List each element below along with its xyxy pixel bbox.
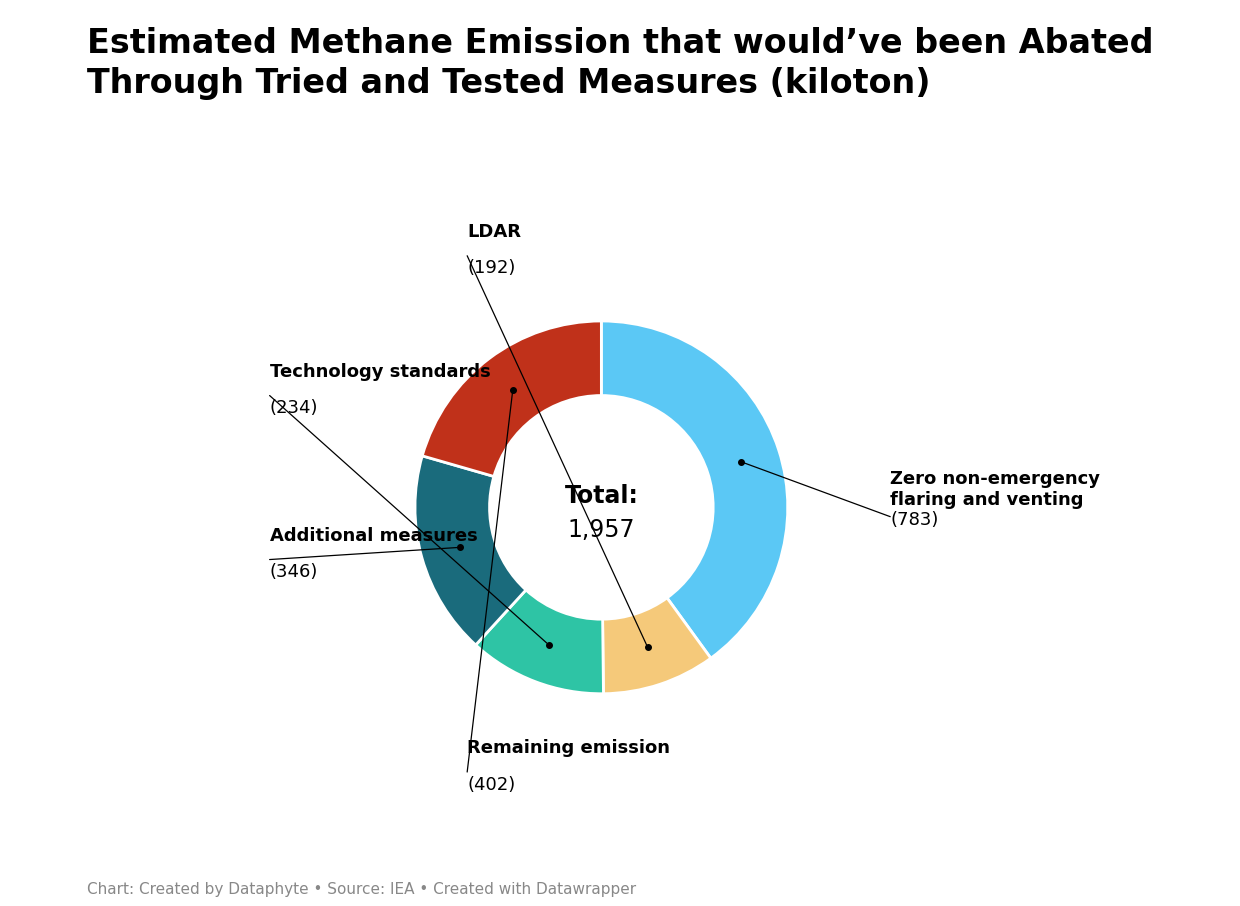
Wedge shape: [603, 598, 711, 694]
Wedge shape: [415, 456, 526, 645]
Text: flaring and venting: flaring and venting: [890, 491, 1084, 509]
Text: Total:: Total:: [564, 484, 639, 508]
Text: Estimated Methane Emission that would’ve been Abated
Through Tried and Tested Me: Estimated Methane Emission that would’ve…: [87, 27, 1153, 100]
Wedge shape: [476, 590, 604, 694]
Text: (346): (346): [269, 564, 317, 582]
Text: LDAR: LDAR: [467, 223, 521, 241]
Text: 1,957: 1,957: [568, 517, 635, 542]
Wedge shape: [423, 321, 601, 477]
Text: (234): (234): [269, 400, 319, 418]
Text: Additional measures: Additional measures: [269, 526, 477, 545]
Text: Chart: Created by Dataphyte • Source: IEA • Created with Datawrapper: Chart: Created by Dataphyte • Source: IE…: [87, 882, 636, 897]
Text: Remaining emission: Remaining emission: [467, 739, 670, 757]
Text: (192): (192): [467, 259, 516, 277]
Wedge shape: [601, 321, 787, 659]
Text: (402): (402): [467, 776, 516, 794]
Text: Technology standards: Technology standards: [269, 362, 490, 381]
Text: (783): (783): [890, 511, 939, 529]
Text: Zero non-emergency: Zero non-emergency: [890, 470, 1100, 487]
